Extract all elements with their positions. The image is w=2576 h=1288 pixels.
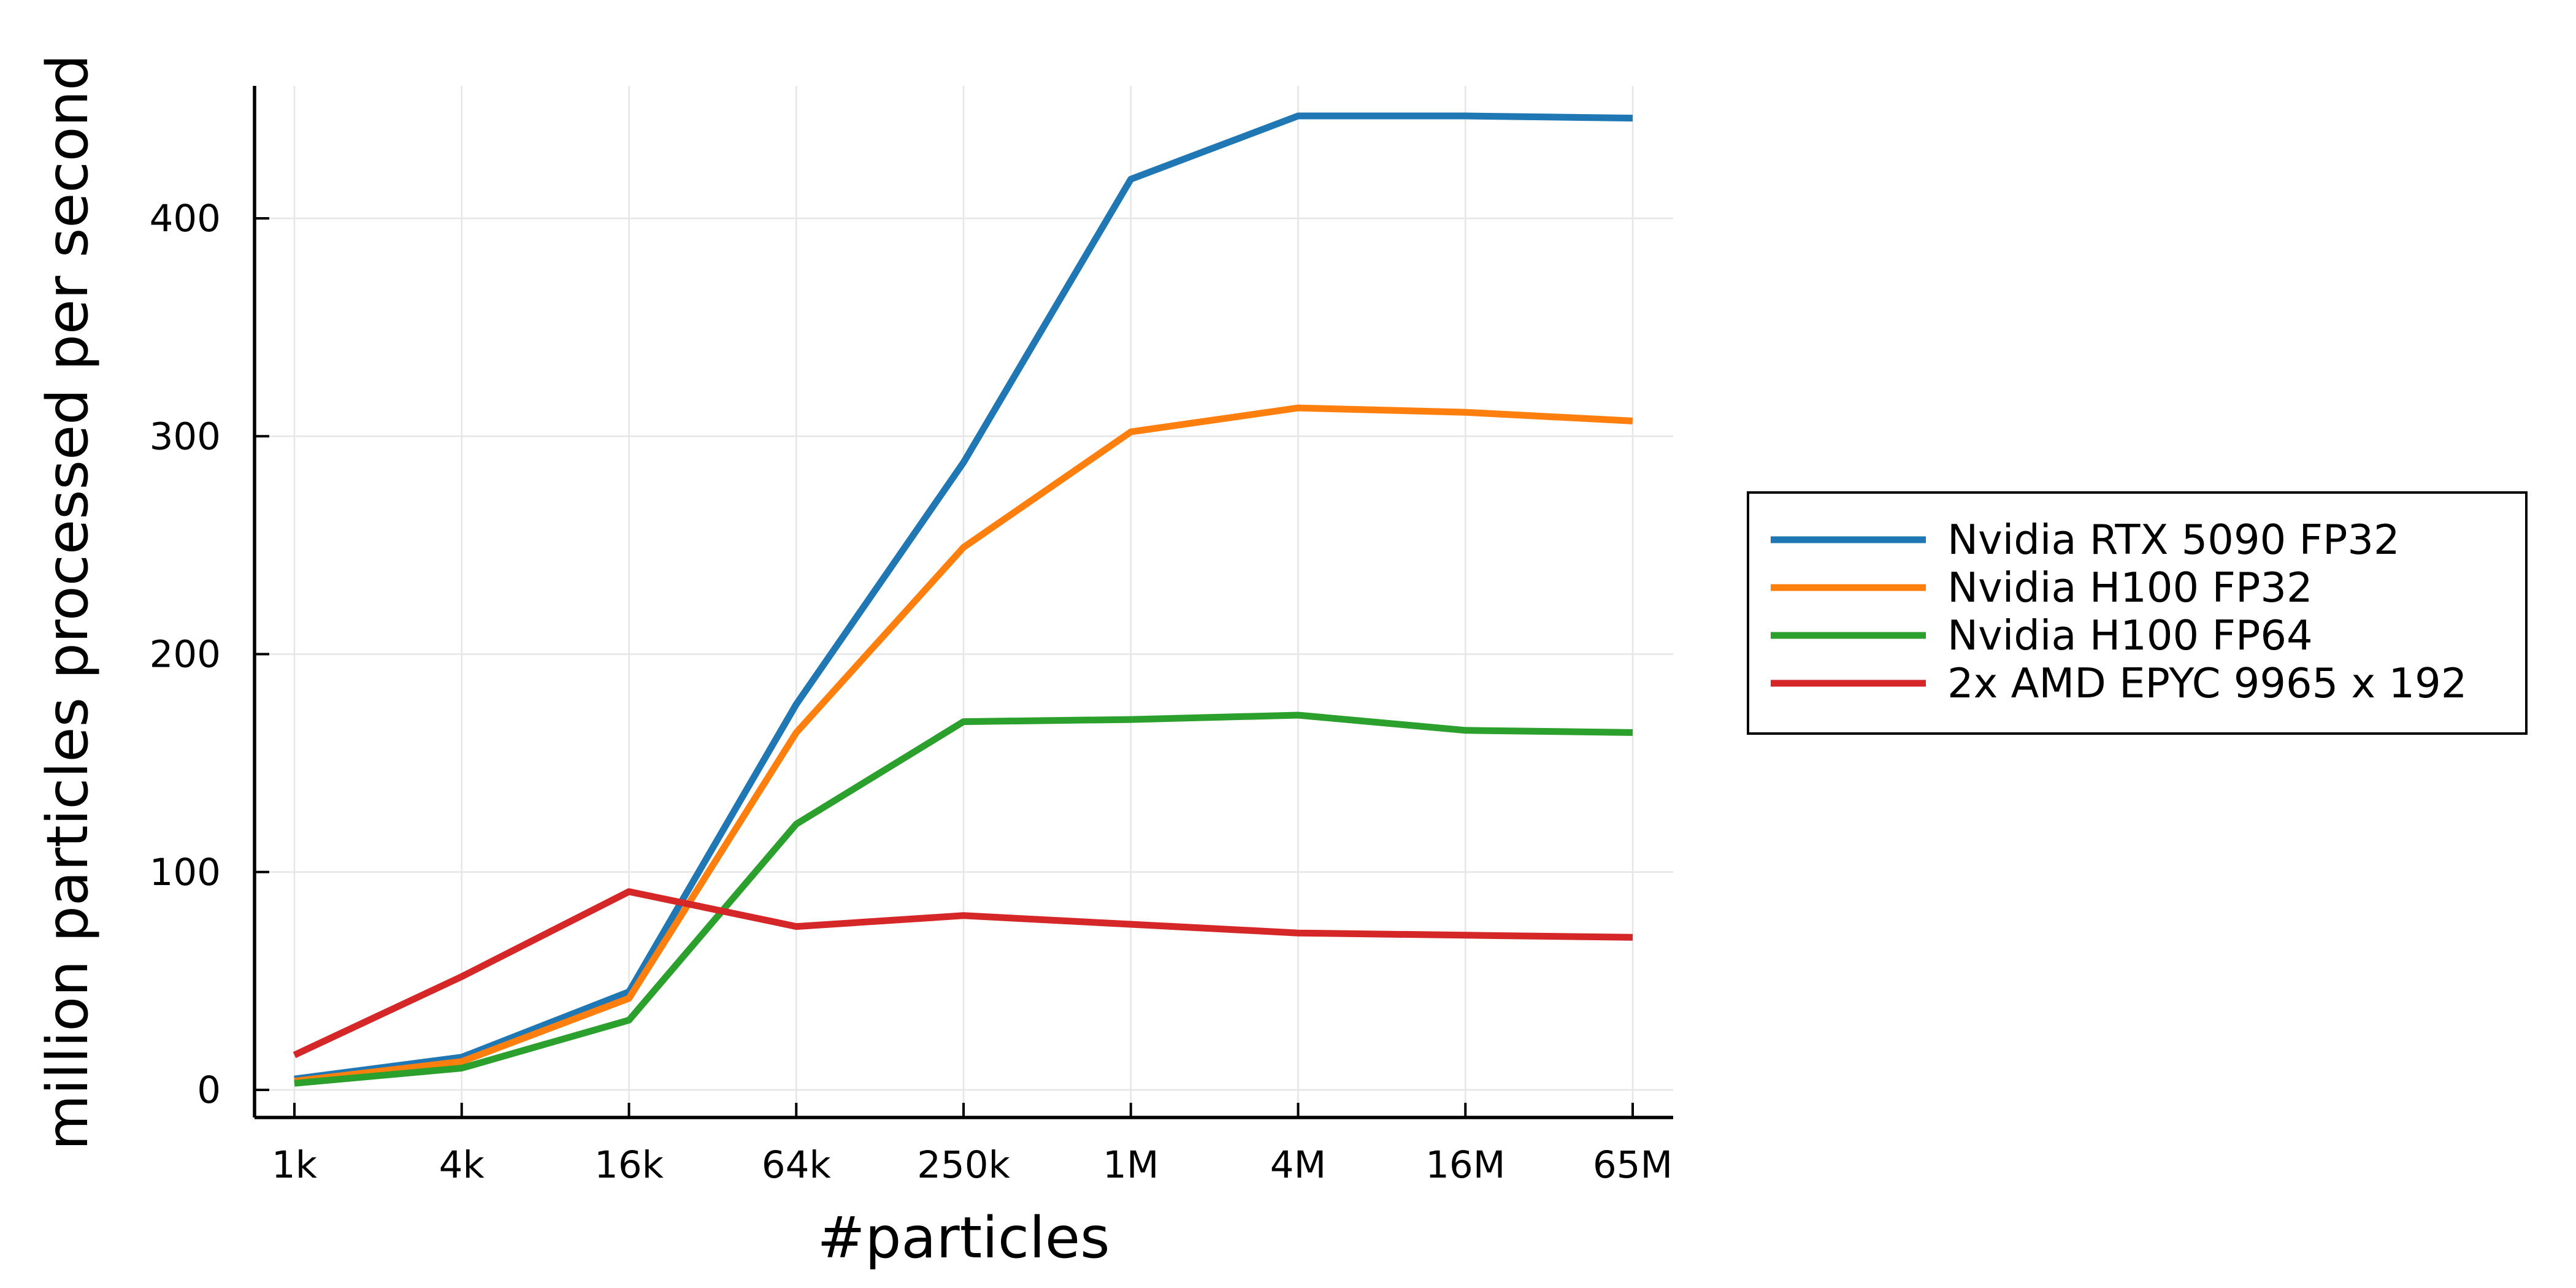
y-tick-label: 300 xyxy=(150,415,221,458)
x-tick-label: 4k xyxy=(439,1143,485,1187)
y-tick-label: 200 xyxy=(150,633,221,677)
legend-label: Nvidia H100 FP32 xyxy=(1947,564,2313,611)
x-tick-label: 1k xyxy=(272,1143,318,1187)
x-tick-label: 64k xyxy=(762,1143,832,1187)
series-line xyxy=(294,404,1633,1085)
x-tick-label: 65M xyxy=(1593,1143,1673,1187)
x-axis-title: #particles xyxy=(817,1205,1110,1271)
x-tick-label: 250k xyxy=(917,1143,1010,1187)
series-line xyxy=(293,888,1633,1059)
ticks: 1k 4k 16k 64k 250k 1M 4M 16M 65M 0 100 200 300 400 xyxy=(150,197,1673,1187)
legend-label: Nvidia RTX 5090 FP32 xyxy=(1947,516,2400,564)
x-tick-label: 16k xyxy=(594,1143,664,1187)
y-tick-label: 0 xyxy=(197,1068,221,1112)
grid-lines xyxy=(255,86,1673,1117)
legend-label: Nvidia H100 FP64 xyxy=(1947,611,2313,659)
y-tick-label: 400 xyxy=(150,197,221,240)
series-line xyxy=(294,112,1633,1083)
legend-label: 2x AMD EPYC 9965 x 192 xyxy=(1947,659,2467,707)
y-tick-label: 100 xyxy=(150,851,221,894)
x-tick-label: 1M xyxy=(1103,1143,1159,1187)
x-tick-label: 16M xyxy=(1425,1143,1505,1187)
x-tick-label: 4M xyxy=(1270,1143,1326,1187)
series-line xyxy=(294,711,1633,1087)
legend-box xyxy=(1747,491,2528,735)
y-axis-title: million particles processed per second xyxy=(34,54,101,1150)
series-lines xyxy=(293,112,1633,1087)
